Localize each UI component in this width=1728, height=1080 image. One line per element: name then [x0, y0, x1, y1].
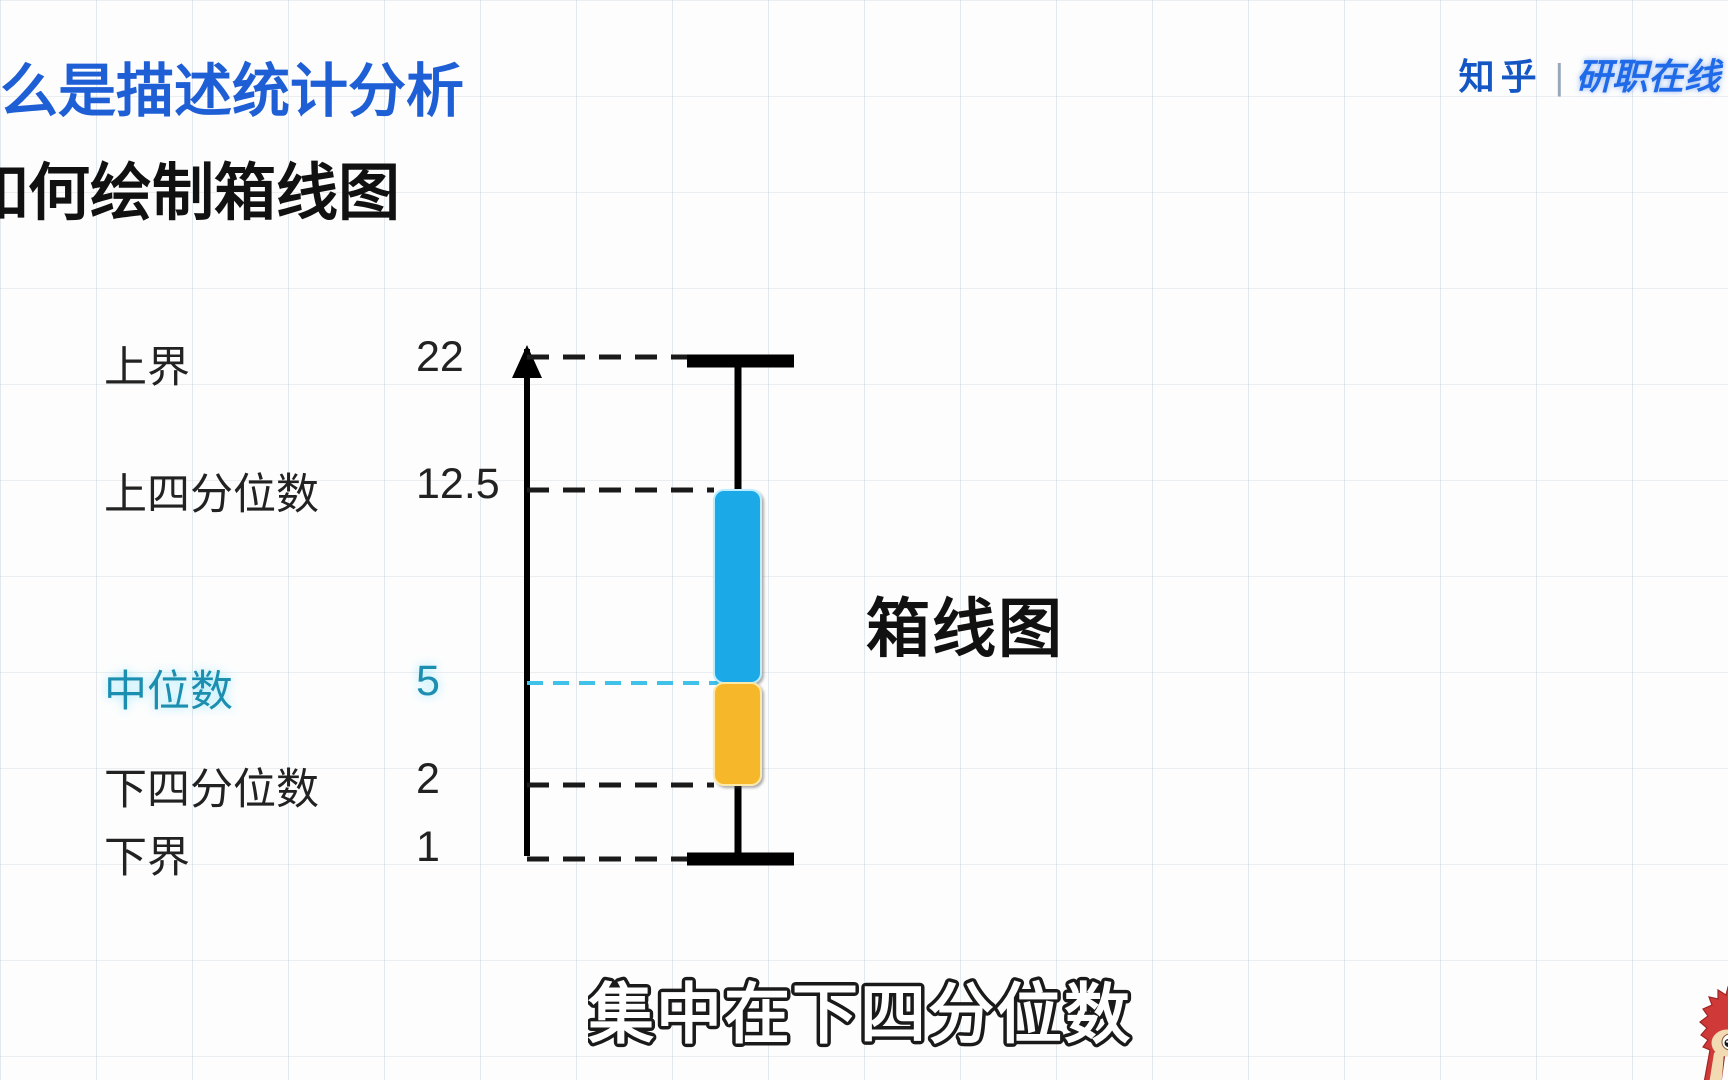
svg-text:集中在下四分位数: 集中在下四分位数	[588, 977, 1132, 1051]
